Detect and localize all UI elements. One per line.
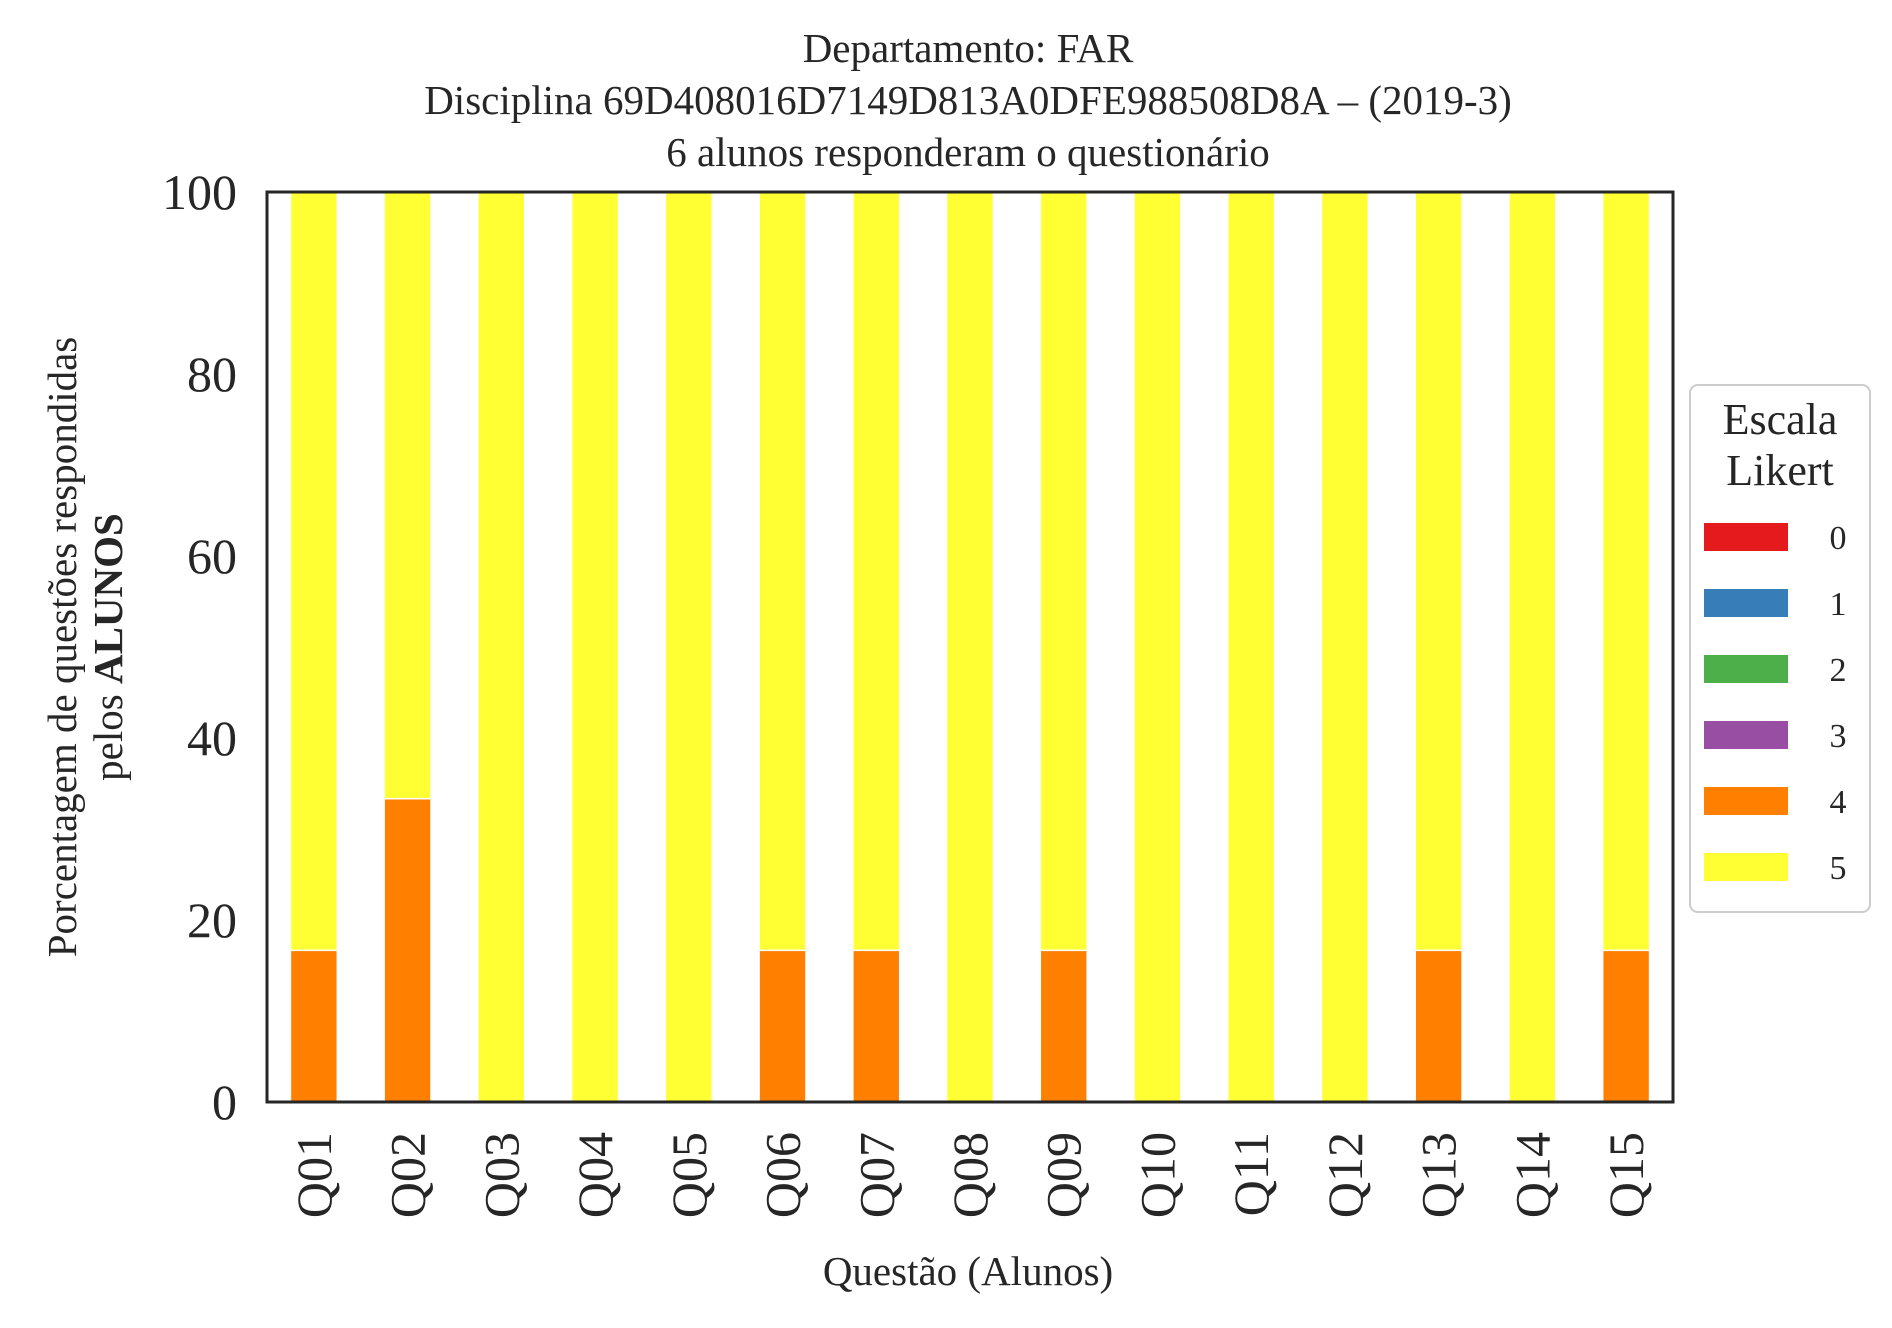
bar-segment-Q05-likert-5	[664, 191, 713, 1103]
legend-swatch-3	[1704, 721, 1788, 749]
bar-segment-Q04-likert-5	[570, 191, 620, 1103]
y-axis-label-prefix: pelos	[85, 684, 131, 781]
bar-segment-Q10-likert-5	[1133, 191, 1182, 1103]
x-tick-label-Q01: Q01	[286, 1132, 342, 1218]
legend-swatch-0	[1704, 523, 1788, 551]
x-tick-label-Q09: Q09	[1036, 1132, 1092, 1218]
legend-title-line-2: Likert	[1726, 446, 1834, 495]
x-tick-label-Q13: Q13	[1411, 1132, 1467, 1218]
bar-segment-Q02-likert-4	[383, 797, 432, 1103]
legend-label-0: 0	[1830, 520, 1847, 557]
bar-segment-Q02-likert-5	[383, 191, 432, 800]
bar-segment-Q06-likert-4	[758, 949, 807, 1103]
y-axis-label-line-1: Porcentagem de questões respondidas	[39, 337, 85, 958]
y-axis-label-bold: ALUNOS	[85, 513, 131, 684]
bar-segment-Q09-likert-5	[1039, 191, 1088, 952]
x-tick-label-Q14: Q14	[1504, 1132, 1560, 1218]
legend-swatch-2	[1704, 655, 1788, 683]
y-tick-label-20: 20	[187, 892, 237, 948]
legend-label-2: 2	[1830, 652, 1847, 689]
bar-segment-Q03-likert-5	[477, 191, 526, 1103]
x-tick-label-Q15: Q15	[1598, 1132, 1654, 1218]
title-line-3: 6 alunos responderam o questionário	[666, 129, 1269, 175]
bar-segment-Q07-likert-5	[852, 191, 901, 952]
x-tick-label-Q03: Q03	[473, 1132, 529, 1218]
y-tick-label-80: 80	[187, 346, 237, 402]
plot-area-frame	[265, 190, 1675, 1104]
x-tick-label-Q08: Q08	[942, 1132, 998, 1218]
x-axis-ticks: Q01 Q02 Q03 Q04 Q05 Q06 Q07 Q08 Q09 Q10 Q11 Q12 Q13 Q…	[286, 1132, 1654, 1218]
bar-segment-Q14-likert-5	[1508, 191, 1557, 1103]
x-tick-label-Q06: Q06	[755, 1132, 811, 1218]
legend-swatch-1	[1704, 589, 1788, 617]
legend-swatch-5	[1704, 853, 1788, 881]
title-line-2: Disciplina 69D408016D7149D813A0DFE988508…	[424, 77, 1512, 123]
chart-title: Departamento: FAR Disciplina 69D408016D7…	[424, 25, 1512, 175]
x-tick-label-Q02: Q02	[380, 1132, 436, 1218]
y-tick-label-100: 100	[162, 164, 237, 220]
title-line-1: Departamento: FAR	[803, 25, 1134, 71]
legend-frame	[1689, 384, 1871, 913]
bar-segment-Q07-likert-4	[852, 949, 901, 1103]
x-axis-label: Questão (Alunos)	[823, 1248, 1113, 1294]
y-axis-label-line-2: pelos ALUNOS	[85, 513, 131, 781]
x-tick-label-Q11: Q11	[1223, 1132, 1279, 1216]
y-axis-label: Porcentagem de questões respondidas pelo…	[39, 337, 131, 958]
x-tick-label-Q12: Q12	[1317, 1132, 1373, 1218]
bar-segment-Q15-likert-4	[1601, 949, 1651, 1103]
bar-segment-Q12-likert-5	[1320, 191, 1370, 1103]
y-tick-label-0: 0	[212, 1074, 237, 1130]
legend-label-3: 3	[1830, 718, 1847, 755]
bar-segment-Q09-likert-4	[1039, 949, 1088, 1103]
y-tick-label-40: 40	[187, 710, 237, 766]
y-tick-label-60: 60	[187, 528, 237, 584]
bar-segment-Q11-likert-5	[1227, 191, 1276, 1103]
x-tick-label-Q04: Q04	[567, 1132, 623, 1218]
bar-segment-Q01-likert-5	[289, 191, 339, 952]
bar-segment-Q01-likert-4	[289, 949, 339, 1103]
bar-segment-Q06-likert-5	[758, 191, 807, 952]
bar-segment-Q15-likert-5	[1601, 191, 1651, 952]
legend: Escala Likert 0 1 2 3 4 5	[1689, 384, 1871, 913]
bar-segment-Q08-likert-5	[945, 191, 995, 1103]
legend-label-4: 4	[1830, 784, 1847, 821]
y-axis-ticks: 0 20 40 60 80 100	[162, 164, 237, 1130]
legend-title-line-1: Escala	[1723, 395, 1838, 444]
legend-items: 0 1 2 3 4 5	[1704, 520, 1847, 887]
legend-swatch-4	[1704, 787, 1788, 815]
bar-segment-Q13-likert-4	[1414, 949, 1463, 1103]
bars-group	[289, 191, 1651, 1103]
legend-label-5: 5	[1830, 850, 1847, 887]
x-tick-label-Q07: Q07	[848, 1132, 904, 1218]
x-tick-label-Q10: Q10	[1129, 1132, 1185, 1218]
x-tick-label-Q05: Q05	[661, 1132, 717, 1218]
bar-segment-Q13-likert-5	[1414, 191, 1463, 952]
legend-label-1: 1	[1830, 586, 1847, 623]
